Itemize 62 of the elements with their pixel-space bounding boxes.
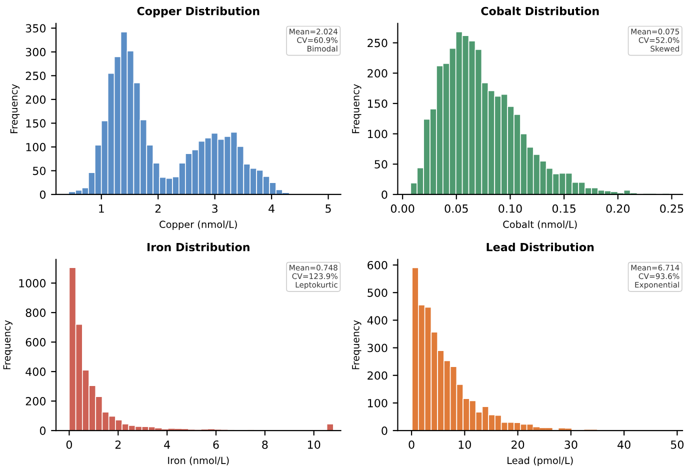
x-tick-label: 0.00 <box>390 204 414 213</box>
y-tick-label: 200 <box>26 397 46 406</box>
x-axis-title: Iron (nmol/L) <box>168 456 229 466</box>
y-tick-label: 250 <box>368 38 388 48</box>
y-tick-label: 1000 <box>19 279 46 288</box>
x-tick-label: 0.10 <box>498 204 522 213</box>
y-tick-label: 200 <box>26 95 46 104</box>
chart-title: Iron Distribution <box>148 242 250 252</box>
x-tick-label: 2 <box>115 440 121 449</box>
y-axis-title: Frequency <box>352 320 362 370</box>
x-tick-label: 0.25 <box>660 204 684 213</box>
y-tick-label: 500 <box>368 288 388 297</box>
x-tick-label: 0.15 <box>552 204 576 213</box>
y-axis-title: Frequency <box>3 320 12 370</box>
y-tick-label: 400 <box>26 368 46 376</box>
x-tick-label: 50 <box>670 440 684 449</box>
x-tick-label: 1 <box>99 204 104 213</box>
y-tick-label: 100 <box>26 142 46 152</box>
x-tick-label: 30 <box>564 440 578 449</box>
y-tick-label: 300 <box>368 344 388 352</box>
chart-title: Lead Distribution <box>486 242 594 252</box>
x-tick-label: 4 <box>164 440 170 449</box>
x-tick-label: 8 <box>262 440 268 449</box>
x-axis-title: Lead (pmol/L) <box>508 456 573 466</box>
x-tick-label: 0 <box>408 440 414 449</box>
x-tick-label: 4 <box>268 204 274 213</box>
x-tick-label: 0.20 <box>606 204 630 213</box>
y-tick-label: 300 <box>26 48 46 56</box>
y-axis-title: Frequency <box>10 84 20 134</box>
x-tick-label: 20 <box>512 440 524 449</box>
y-tick-label: 150 <box>26 119 46 128</box>
y-tick-label: 100 <box>368 398 388 408</box>
y-tick-label: 50 <box>374 160 388 169</box>
y-tick-label: 0 <box>382 190 388 199</box>
x-tick-label: 10 <box>458 440 471 449</box>
y-tick-label: 100 <box>368 130 388 138</box>
y-tick-label: 0 <box>40 426 46 435</box>
y-tick-label: 50 <box>32 166 46 176</box>
x-tick-label: 3 <box>212 204 218 213</box>
y-tick-label: 400 <box>367 316 388 325</box>
y-tick-label: 250 <box>26 72 46 80</box>
x-tick-label: 40 <box>618 440 630 449</box>
x-tick-label: 6 <box>213 440 219 449</box>
x-axis-title: Cobalt (nmol/L) <box>503 220 577 230</box>
x-tick-label: 5 <box>326 204 331 213</box>
y-tick-label: 600 <box>368 260 388 270</box>
y-tick-label: 600 <box>26 338 46 346</box>
y-tick-label: 0 <box>40 190 46 199</box>
x-tick-label: 2 <box>155 204 161 213</box>
y-tick-label: 200 <box>368 69 388 78</box>
y-tick-label: 200 <box>368 371 388 380</box>
y-axis-title: Frequency <box>352 84 362 134</box>
x-tick-label: 10 <box>308 440 320 449</box>
y-tick-label: 800 <box>26 308 46 317</box>
x-tick-label: 0.05 <box>444 204 468 213</box>
y-tick-label: 150 <box>368 99 388 108</box>
chart-title: Copper Distribution <box>137 6 260 18</box>
chart-title: Cobalt Distribution <box>481 6 599 16</box>
x-axis-title: Copper (nmol/L) <box>160 220 237 230</box>
y-tick-label: 0 <box>382 426 388 435</box>
y-tick-label: 350 <box>26 24 46 33</box>
x-tick-label: 0 <box>66 440 72 449</box>
